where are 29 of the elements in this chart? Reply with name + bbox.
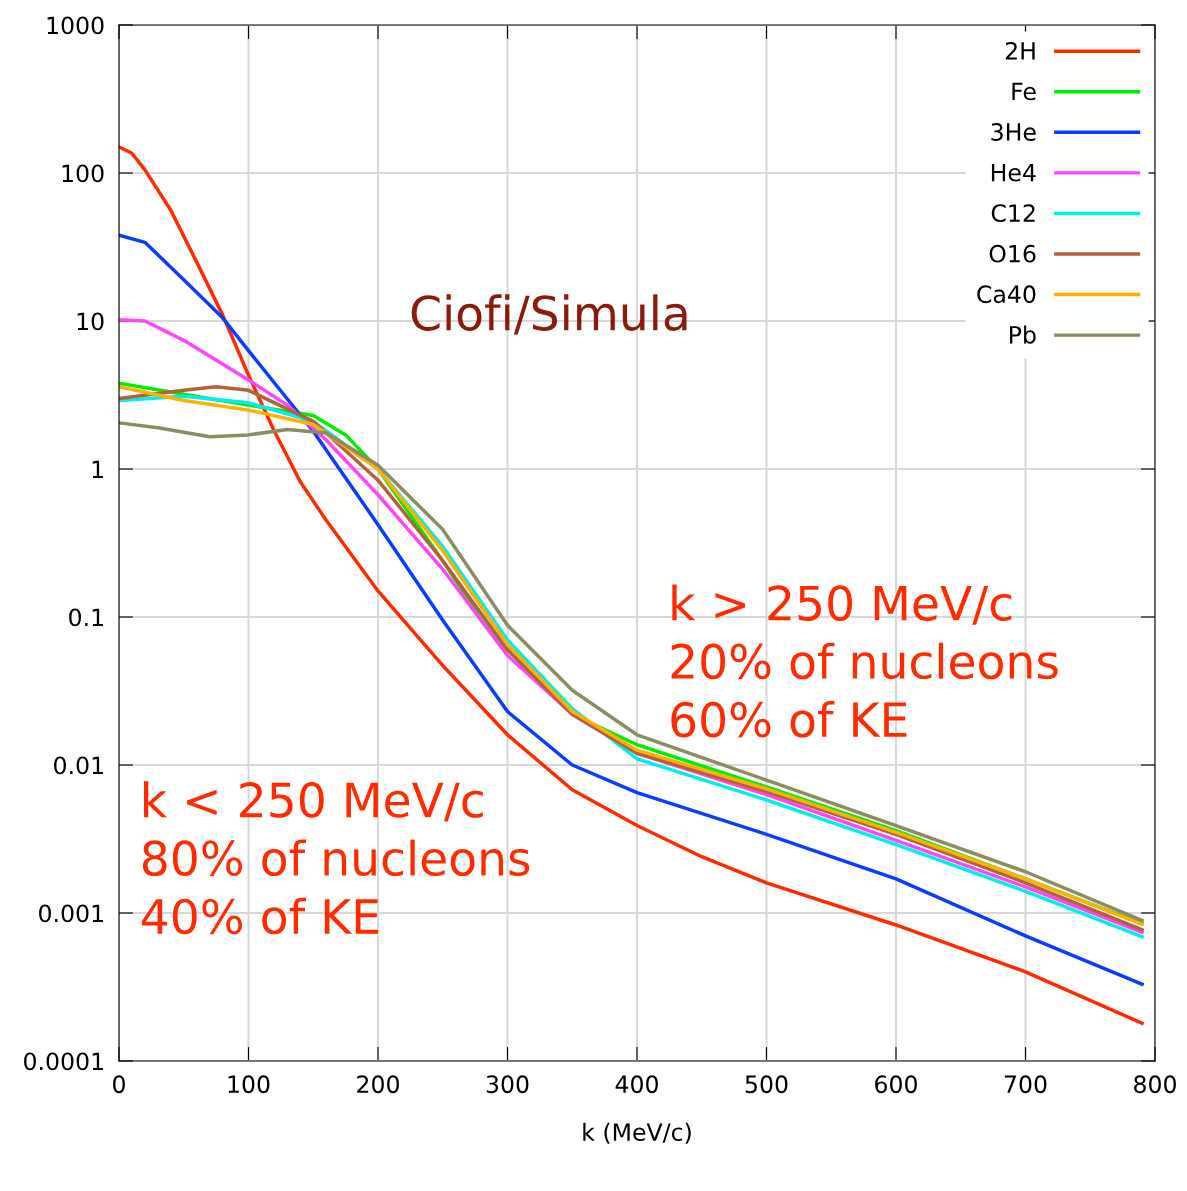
x-tick-label: 400 <box>615 1075 658 1094</box>
y-tick-label: 0.0001 <box>24 1052 103 1071</box>
y-tick-label: 0.001 <box>39 904 103 923</box>
x-tick-label: 100 <box>228 1075 270 1094</box>
legend-label: Ca40 <box>977 285 1036 304</box>
y-tick-label: 0.1 <box>69 608 103 627</box>
annotation: k > 250 MeV/c 20% of nucleons 60% of KE <box>671 584 1058 738</box>
x-axis-title: k (MeV/c) <box>583 1122 691 1144</box>
x-tick-label: 700 <box>1004 1075 1047 1094</box>
y-tick-label: 1 <box>92 460 103 478</box>
legend-label: Pb <box>1010 325 1036 344</box>
legend-label: Fe <box>1012 82 1036 101</box>
x-tick-label: 300 <box>486 1075 529 1094</box>
legend-label: C12 <box>991 204 1035 223</box>
annotation: Ciofi/Simula <box>411 294 687 335</box>
x-tick-label: 500 <box>745 1075 788 1094</box>
x-tick-label: 800 <box>1134 1075 1176 1094</box>
x-tick-label: 600 <box>875 1075 917 1094</box>
y-tick-label: 10 <box>77 312 104 331</box>
annotation: k < 250 MeV/c 80% of nucleons 40% of KE <box>142 781 530 935</box>
x-tick-label: 200 <box>357 1075 399 1094</box>
y-tick-label: 1000 <box>47 16 104 35</box>
legend-label: 3He <box>991 123 1036 141</box>
y-tick-label: 0.01 <box>54 756 103 775</box>
legend-label: He4 <box>991 163 1036 182</box>
legend-label: O16 <box>989 244 1036 263</box>
y-tick-label: 100 <box>62 164 104 183</box>
legend-label: 2H <box>1005 41 1035 60</box>
x-tick-label: 0 <box>113 1075 125 1094</box>
